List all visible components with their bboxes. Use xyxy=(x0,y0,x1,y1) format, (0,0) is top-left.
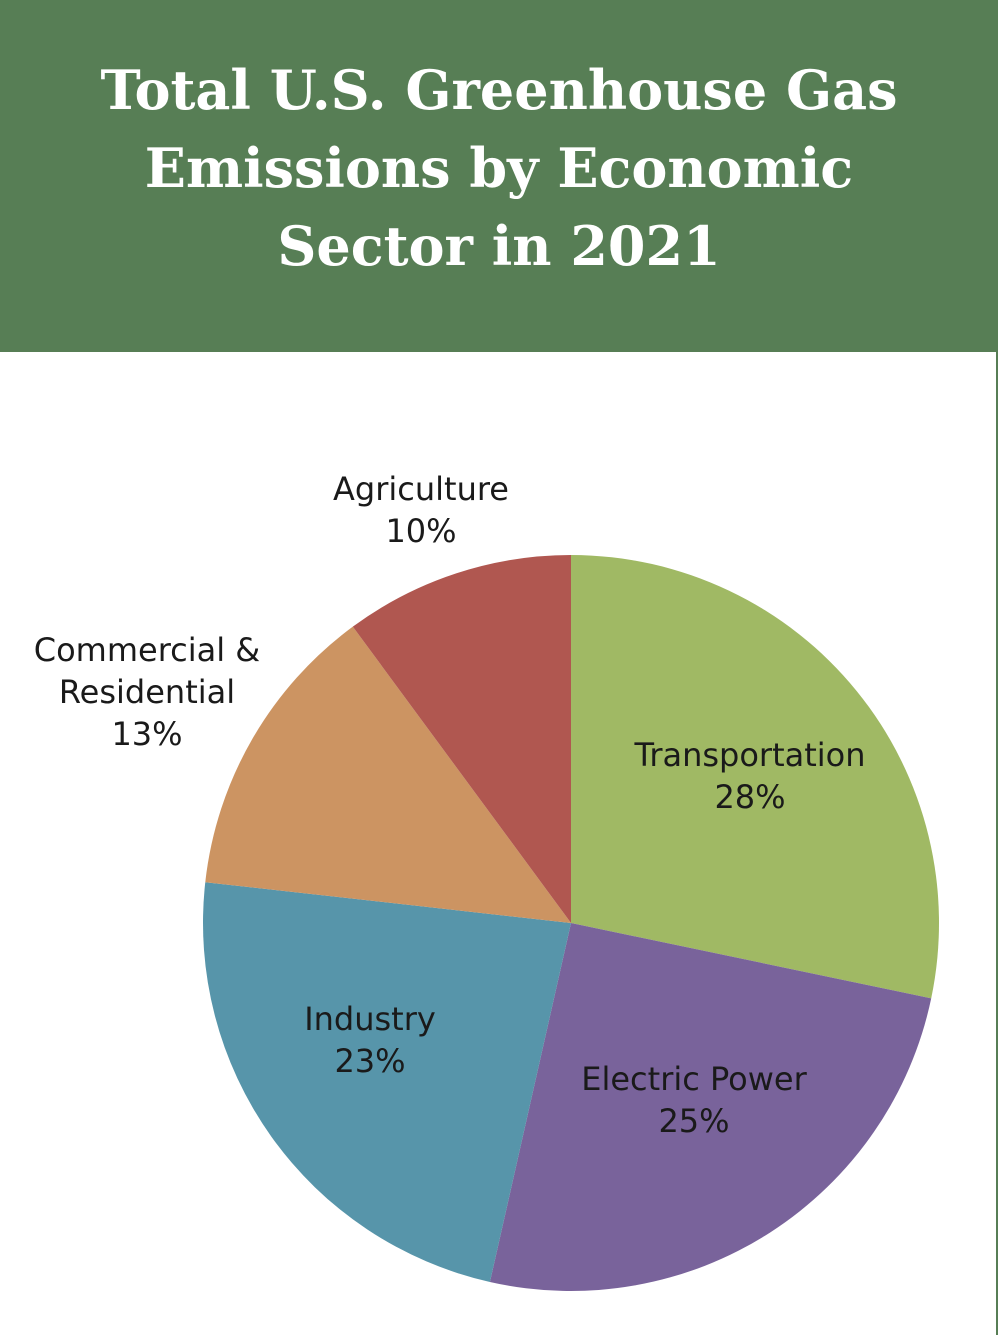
pie-labels: Transportation 28% Electric Power 25% Indust… xyxy=(34,470,866,1140)
slice-value: 28% xyxy=(714,778,785,816)
slice-value: 25% xyxy=(658,1102,729,1140)
pie-slice-transportation xyxy=(571,555,940,999)
slice-value: 10% xyxy=(385,512,456,550)
slice-name: Industry xyxy=(304,1000,436,1038)
slice-name: Residential xyxy=(59,673,235,711)
pie-slice-industry xyxy=(203,882,571,1282)
slice-label-transportation: Transportation 28% xyxy=(633,736,865,816)
slice-value: 13% xyxy=(111,715,182,753)
slice-label-agriculture: Agriculture 10% xyxy=(333,470,509,550)
slice-name: Commercial & xyxy=(34,631,261,669)
slice-label-electric-power: Electric Power 25% xyxy=(581,1060,807,1140)
slice-label-industry: Industry 23% xyxy=(304,1000,436,1080)
slice-label-commercial-residential: Commercial & Residential 13% xyxy=(34,631,261,753)
slice-name: Transportation xyxy=(633,736,865,774)
pie-slice-agriculture xyxy=(352,555,571,923)
chart-header: Total U.S. Greenhouse Gas Emissions by E… xyxy=(0,0,998,352)
pie-slice-commercial-residential xyxy=(205,626,571,923)
pie-slices xyxy=(203,555,940,1292)
chart-title: Total U.S. Greenhouse Gas Emissions by E… xyxy=(100,58,898,278)
slice-name: Electric Power xyxy=(581,1060,807,1098)
slice-value: 23% xyxy=(334,1042,405,1080)
slice-name: Agriculture xyxy=(333,470,509,508)
pie-slice-electric-power xyxy=(489,923,932,1292)
